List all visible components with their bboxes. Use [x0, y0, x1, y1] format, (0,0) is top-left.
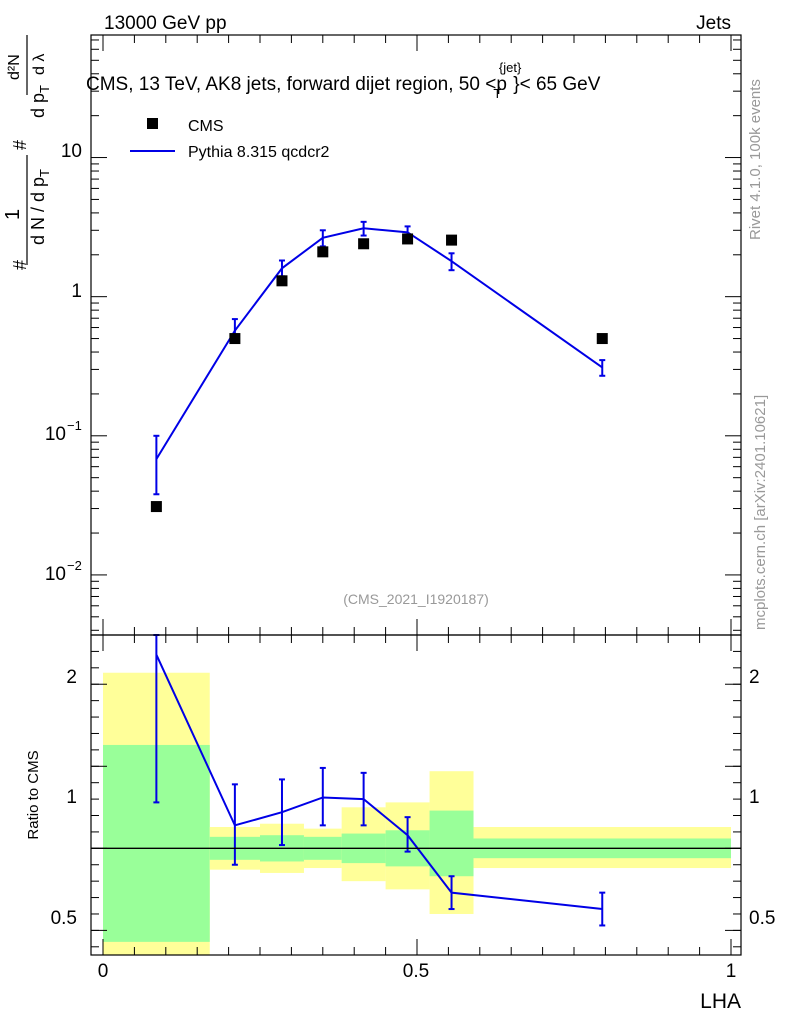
ratio-tick-1-right: 1 [749, 787, 760, 808]
mcplots-label: mcplots.cern.ch [arXiv:2401.10621] [752, 395, 769, 630]
title-subscript: T [493, 86, 501, 101]
cms-marker-6 [446, 234, 458, 246]
ratio-tick-2-right: 2 [749, 667, 760, 688]
rivet-label: Rivet 4.1.0, 100k events [747, 79, 764, 240]
band-inner-6 [429, 810, 474, 877]
ylabel-dlambda: d λ [31, 54, 48, 75]
ratio-uncertainty-bands [103, 672, 731, 955]
cms-marker-3 [317, 246, 329, 258]
ratio-tick-0p5-right: 0.5 [749, 908, 775, 929]
ytick-exp-minus1: −1 [67, 418, 82, 433]
title-superscript: {jet} [499, 60, 522, 75]
xtick-label-1: 1 [726, 961, 737, 982]
ylabel-hash-1: # [10, 260, 30, 270]
ytick-label-10: 10 [61, 141, 82, 162]
ratio-mc-series [153, 634, 606, 927]
cms-marker-1 [229, 333, 241, 345]
cms-marker-2 [276, 275, 288, 287]
main-series [150, 220, 608, 513]
ylabel-dpT: d pT [28, 85, 52, 118]
xtick-label-0: 0 [98, 961, 109, 982]
header-left: 13000 GeV pp [104, 13, 227, 34]
ratio-tick-1-left: 1 [66, 787, 77, 808]
ratio-mc-line [155, 654, 603, 911]
plot-title: CMS, 13 TeV, AK8 jets, forward dijet reg… [86, 60, 601, 101]
legend-mc-label: Pythia 8.315 qcdcr2 [188, 144, 330, 161]
ytick-label-1: 1 [71, 281, 82, 302]
x-axis-label: LHA [700, 990, 741, 1013]
legend-data-marker [147, 118, 158, 129]
ratio-tick-2-left: 2 [66, 667, 77, 688]
title-tail: }< 65 GeV [513, 74, 600, 95]
header-right: Jets [696, 13, 731, 34]
cms-marker-5 [402, 233, 414, 245]
cms-marker-7 [596, 333, 608, 345]
ytick-label-0p01: 10 [45, 564, 66, 585]
ytick-label-0p1: 10 [45, 424, 66, 445]
ratio-frame [90, 634, 742, 956]
ytick-exp-minus2: −2 [67, 558, 82, 573]
ylabel-hash-2: # [10, 140, 30, 150]
title-main: CMS, 13 TeV, AK8 jets, forward dijet reg… [86, 74, 507, 95]
mc-line [155, 227, 603, 460]
cms-marker-0 [150, 501, 162, 513]
axis-ticks [91, 35, 741, 955]
ratio-y-axis-label: Ratio to CMS [25, 750, 42, 839]
cms-marker-4 [358, 238, 370, 250]
ylabel-one: 1 [2, 209, 24, 220]
upper-y-axis-label: # 1 d N / d pT # d pT d²N d λ [2, 35, 52, 270]
analysis-label: (CMS_2021_I1920187) [343, 591, 489, 607]
ratio-tick-0p5-left: 0.5 [51, 908, 77, 929]
xtick-label-0p5: 0.5 [403, 961, 429, 982]
ylabel-denominator: d N / d pT [28, 169, 52, 245]
legend-data-label: CMS [188, 118, 224, 135]
ylabel-d2N: d²N [6, 54, 23, 80]
